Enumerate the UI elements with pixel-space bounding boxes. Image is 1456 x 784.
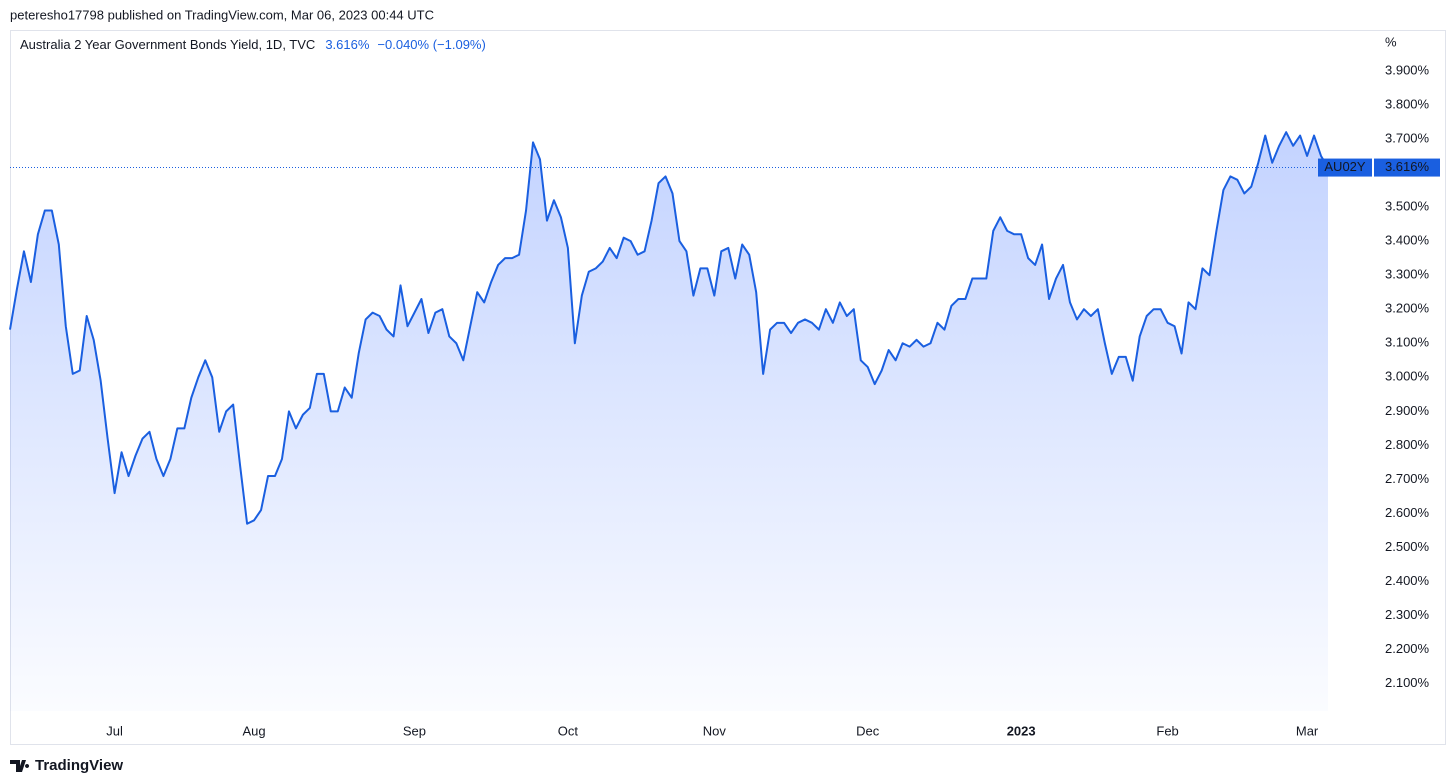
y-tick-label: 2.200% [1385, 641, 1430, 656]
y-tick-label: 3.700% [1385, 130, 1430, 145]
y-tick-label: 3.900% [1385, 62, 1430, 77]
y-unit: % [1385, 34, 1397, 49]
x-tick-label: Oct [558, 723, 579, 738]
y-tick-label: 3.500% [1385, 198, 1430, 213]
y-tick-label: 3.100% [1385, 335, 1430, 350]
y-tick-label: 2.500% [1385, 539, 1430, 554]
price-tag [1374, 158, 1440, 177]
y-tick-label: 2.900% [1385, 403, 1430, 418]
price-line [9, 131, 1329, 525]
price-change: −0.040% (−1.09%) [377, 37, 485, 52]
y-tick-label: 2.100% [1385, 675, 1430, 690]
chart-header: Australia 2 Year Government Bonds Yield,… [20, 37, 486, 52]
x-tick-label: Sep [403, 723, 426, 738]
brand-logo [10, 760, 30, 772]
y-tick-label: 3.200% [1385, 301, 1430, 316]
published-note: peteresho17798 published on TradingView.… [10, 7, 434, 22]
y-tick-label: 3.000% [1385, 369, 1430, 384]
x-tick-label: Dec [856, 723, 880, 738]
area-fill [10, 132, 1328, 711]
y-tick-label: 2.800% [1385, 437, 1430, 452]
y-tick-label: 2.400% [1385, 573, 1430, 588]
y-tick-label: 2.300% [1385, 607, 1430, 622]
y-tick-label: 2.700% [1385, 471, 1430, 486]
brand-name: TradingView [35, 757, 123, 774]
symbol-tag [1318, 158, 1372, 177]
price-tag-label: 3.616% [1385, 159, 1430, 174]
symbol-tag-label: AU02Y [1324, 159, 1366, 174]
chart-title: Australia 2 Year Government Bonds Yield,… [20, 37, 315, 52]
x-tick-label: Jul [106, 723, 123, 738]
x-tick-label: Mar [1296, 723, 1319, 738]
x-tick-label: Aug [243, 723, 266, 738]
y-tick-label: 3.300% [1385, 267, 1430, 282]
last-price: 3.616% [325, 37, 370, 52]
x-tick-label: Feb [1156, 723, 1178, 738]
y-tick-label: 3.800% [1385, 96, 1430, 111]
y-tick-label: 2.600% [1385, 505, 1430, 520]
x-tick-label: 2023 [1007, 723, 1036, 738]
x-tick-label: Nov [703, 723, 727, 738]
y-tick-label: 3.400% [1385, 233, 1430, 248]
